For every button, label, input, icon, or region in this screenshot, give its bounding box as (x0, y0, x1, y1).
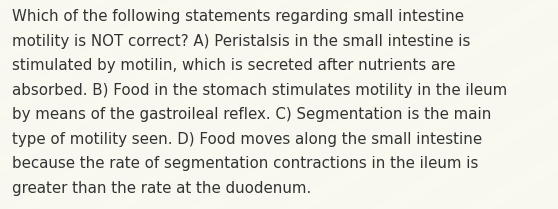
Text: motility is NOT correct? A) Peristalsis in the small intestine is: motility is NOT correct? A) Peristalsis … (12, 34, 470, 49)
Text: Which of the following statements regarding small intestine: Which of the following statements regard… (12, 9, 464, 24)
Text: stimulated by motilin, which is secreted after nutrients are: stimulated by motilin, which is secreted… (12, 58, 456, 73)
Text: by means of the gastroileal reflex. C) Segmentation is the main: by means of the gastroileal reflex. C) S… (12, 107, 492, 122)
Text: greater than the rate at the duodenum.: greater than the rate at the duodenum. (12, 181, 311, 196)
Text: absorbed. B) Food in the stomach stimulates motility in the ileum: absorbed. B) Food in the stomach stimula… (12, 83, 508, 98)
Text: because the rate of segmentation contractions in the ileum is: because the rate of segmentation contrac… (12, 156, 479, 171)
Text: type of motility seen. D) Food moves along the small intestine: type of motility seen. D) Food moves alo… (12, 132, 483, 147)
